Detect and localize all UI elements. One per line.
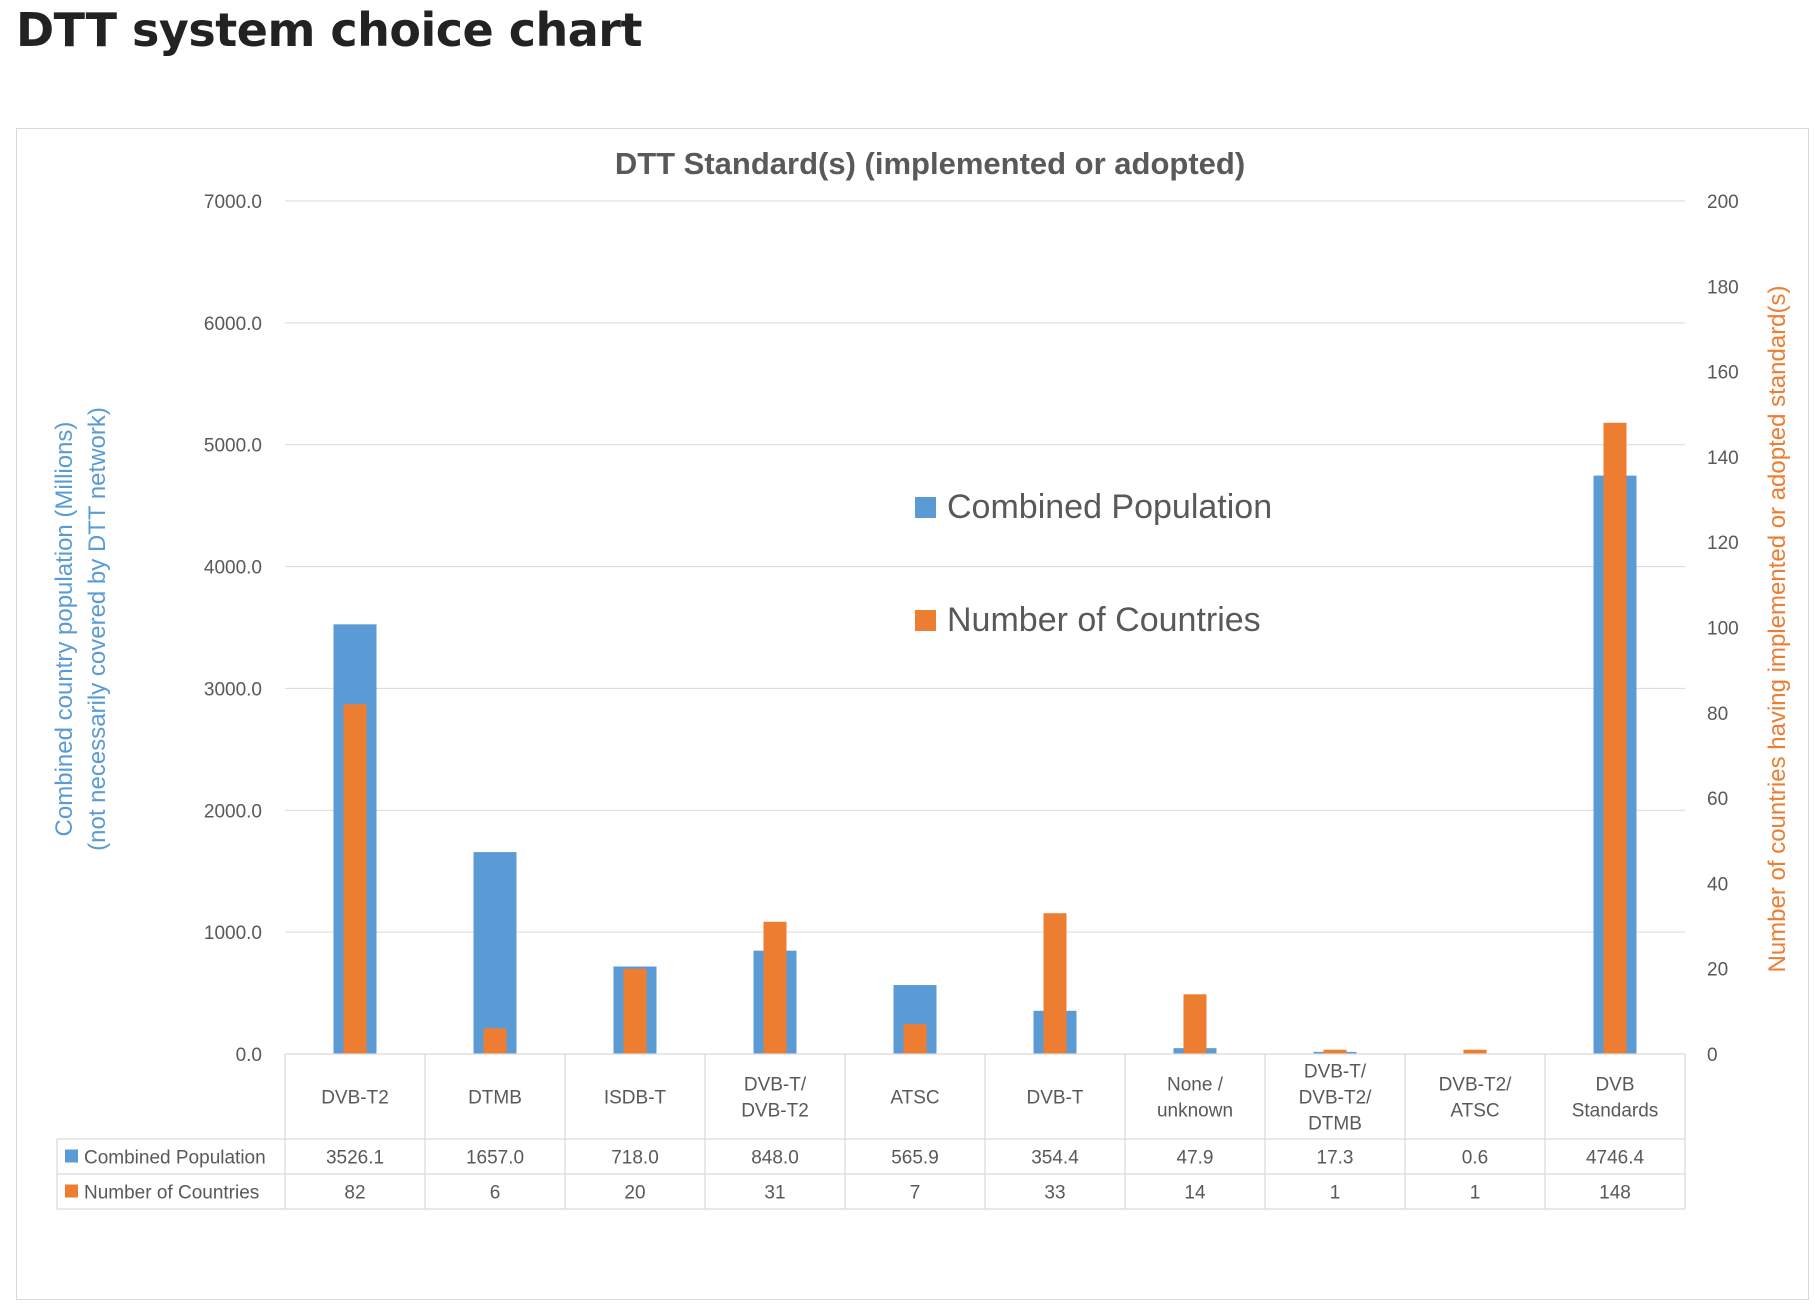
right-tick-label: 160 <box>1707 363 1739 384</box>
x-tick-label: DVB-T2 <box>321 1088 389 1109</box>
x-tick-label: Standards <box>1572 1101 1659 1122</box>
left-tick-label: 1000.0 <box>204 923 262 944</box>
right-axis-label-text: Number of countries having implemented o… <box>1764 285 1791 972</box>
table-cell: 4746.4 <box>1586 1148 1645 1169</box>
right-tick-label: 0 <box>1707 1045 1718 1066</box>
table-row-header: Combined Population <box>84 1148 266 1169</box>
countries-bar <box>1183 994 1207 1054</box>
chart-frame: DTT Standard(s) (implemented or adopted)… <box>16 128 1809 1300</box>
dtt-chart: DTT Standard(s) (implemented or adopted)… <box>51 146 1791 1210</box>
table-cell: 0.6 <box>1462 1148 1488 1169</box>
table-cell: 31 <box>764 1183 785 1204</box>
table-cell: 14 <box>1184 1183 1206 1204</box>
legend-label-countries: Number of Countries <box>947 601 1261 639</box>
left-tick-label: 6000.0 <box>204 314 262 335</box>
right-axis-label: Number of countries having implemented o… <box>1764 285 1791 972</box>
left-axis-ticks: 0.0 1000.0 2000.0 3000.0 4000.0 5000.0 6000.0 7… <box>204 192 262 1066</box>
countries-bar <box>763 921 787 1054</box>
right-tick-label: 20 <box>1707 960 1728 981</box>
page-title: DTT system choice chart <box>16 3 643 57</box>
countries-bar <box>1043 913 1067 1054</box>
left-tick-label: 5000.0 <box>204 436 262 457</box>
gridlines <box>285 200 1685 933</box>
x-tick-label: DTMB <box>1308 1114 1362 1135</box>
x-tick-label: ATSC <box>1450 1101 1499 1122</box>
right-tick-label: 100 <box>1707 619 1739 640</box>
table-cell: 6 <box>490 1183 501 1204</box>
right-tick-label: 200 <box>1707 192 1739 213</box>
table-cell: 3526.1 <box>326 1148 384 1169</box>
countries-bar <box>343 704 367 1054</box>
x-tick-label: DVB <box>1595 1075 1634 1096</box>
table-row-swatch <box>65 1149 78 1163</box>
countries-bars <box>343 422 1627 1054</box>
countries-bar <box>1603 422 1627 1054</box>
table-cell: 33 <box>1044 1183 1065 1204</box>
table-cell: 7 <box>910 1183 921 1204</box>
table-cell: 17.3 <box>1317 1148 1354 1169</box>
x-tick-label: DVB-T2 <box>741 1101 809 1122</box>
countries-bar <box>1463 1049 1487 1054</box>
x-tick-label: DVB-T/ <box>744 1075 807 1096</box>
left-axis-label-line: (not necessarily covered by DTT network) <box>84 407 111 851</box>
left-tick-label: 4000.0 <box>204 558 262 579</box>
countries-bar <box>483 1028 507 1054</box>
population-bar <box>473 852 517 1054</box>
legend-swatch-population <box>915 497 936 518</box>
table-cell: 565.9 <box>891 1148 939 1169</box>
countries-bar <box>903 1024 927 1054</box>
table-cell: 47.9 <box>1177 1148 1214 1169</box>
legend: Combined Population Number of Countries <box>915 488 1272 639</box>
table-cell: 148 <box>1599 1183 1631 1204</box>
left-axis-label-line: Combined country population (Millions) <box>51 422 78 837</box>
right-tick-label: 140 <box>1707 448 1739 469</box>
countries-bar <box>1323 1049 1347 1054</box>
population-bars <box>333 475 1637 1054</box>
legend-swatch-countries <box>915 610 936 631</box>
right-axis-ticks: 0 20 40 60 80 100 120 140 160 180 200 <box>1707 192 1739 1066</box>
table-row-header: Number of Countries <box>84 1183 259 1204</box>
right-tick-label: 80 <box>1707 704 1728 725</box>
right-axis-title: Number of countries having implemented o… <box>1764 285 1791 972</box>
table-cell: 848.0 <box>751 1148 799 1169</box>
right-tick-label: 40 <box>1707 874 1728 895</box>
left-tick-label: 2000.0 <box>204 801 262 822</box>
left-tick-label: 7000.0 <box>204 192 262 213</box>
right-tick-label: 180 <box>1707 277 1739 298</box>
table-cell: 718.0 <box>611 1148 659 1169</box>
table-cell: 1657.0 <box>466 1148 524 1169</box>
countries-bar <box>623 968 647 1054</box>
table-row-swatch <box>65 1184 78 1198</box>
left-tick-label: 0.0 <box>236 1045 262 1066</box>
data-table: DVB-T2 DTMB ISDB-T DVB-T/DVB-T2 ATSC DVB-T Non… <box>56 1053 1686 1210</box>
table-cell: 1 <box>1330 1183 1341 1204</box>
left-tick-label: 3000.0 <box>204 679 262 700</box>
x-tick-label: DVB-T2/ <box>1439 1075 1513 1096</box>
x-tick-label: DVB-T/ <box>1304 1062 1367 1083</box>
legend-label-population: Combined Population <box>947 488 1272 526</box>
chart-title: DTT Standard(s) (implemented or adopted) <box>615 146 1245 181</box>
table-cell: 354.4 <box>1031 1148 1079 1169</box>
x-tick-label: DTMB <box>468 1088 522 1109</box>
x-tick-label: None / <box>1167 1075 1224 1096</box>
x-tick-label: unknown <box>1157 1101 1233 1122</box>
left-axis-title: Combined country population (Millions) (n… <box>51 407 111 851</box>
table-cell: 82 <box>344 1183 365 1204</box>
right-tick-label: 60 <box>1707 789 1728 810</box>
x-tick-label: ATSC <box>890 1088 939 1109</box>
x-tick-label: DVB-T <box>1027 1088 1084 1109</box>
x-tick-label: DVB-T2/ <box>1299 1088 1373 1109</box>
right-tick-label: 120 <box>1707 533 1739 554</box>
x-tick-label: ISDB-T <box>604 1088 667 1109</box>
table-cell: 1 <box>1470 1183 1481 1204</box>
left-axis-label: Combined country population (Millions) (n… <box>51 407 111 851</box>
table-cell: 20 <box>624 1183 645 1204</box>
